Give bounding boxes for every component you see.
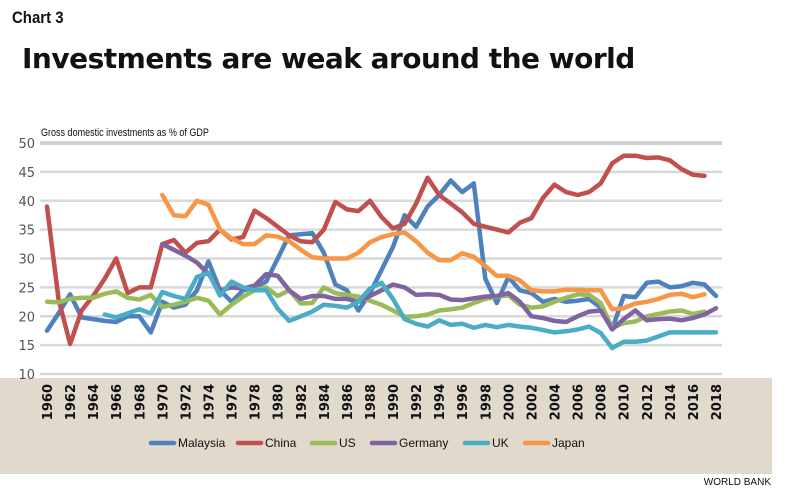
x-tick-label: 1990 xyxy=(387,384,402,420)
y-tick-label: 20 xyxy=(18,310,35,325)
series-lines xyxy=(44,153,719,351)
x-tick-label: 1996 xyxy=(456,384,471,420)
legend-label: US xyxy=(339,436,356,450)
legend-item-china: China xyxy=(235,436,297,450)
x-tick-label: 1970 xyxy=(156,384,171,420)
y-tick-label: 40 xyxy=(18,195,35,210)
series-line-germany xyxy=(160,241,719,332)
x-tick-label: 1976 xyxy=(226,384,241,420)
series-line-china xyxy=(44,153,707,347)
legend-label: China xyxy=(265,436,297,450)
y-tick-label: 30 xyxy=(18,253,35,268)
x-tick-label: 2018 xyxy=(710,384,725,420)
legend-item-germany: Germany xyxy=(369,436,448,450)
axis-legend-band xyxy=(0,378,772,474)
source-credit: WORLD BANK xyxy=(703,477,771,488)
x-tick-label: 1978 xyxy=(249,384,264,420)
x-tick-label: 1984 xyxy=(318,384,333,420)
x-tick-label: 1972 xyxy=(179,384,194,420)
x-tick-label: 2004 xyxy=(549,384,564,420)
x-tick-label: 1986 xyxy=(341,384,356,420)
x-tick-label: 1998 xyxy=(479,384,494,420)
x-tick-label: 2014 xyxy=(664,384,679,420)
x-tick-label: 1966 xyxy=(110,384,125,420)
x-tick-label: 1992 xyxy=(410,384,425,420)
x-tick-label: 2006 xyxy=(572,384,587,420)
y-axis-ticks: 10 15 20 25 30 35 40 45 50 xyxy=(18,137,35,383)
y-axis-label: Gross domestic investments as % of GDP xyxy=(41,127,209,139)
legend-label: Malaysia xyxy=(178,436,226,450)
legend-item-malaysia: Malaysia xyxy=(148,436,226,450)
y-tick-label: 50 xyxy=(18,137,35,152)
x-axis-ticks: 1960 1962 1964 1966 1968 1970 1972 1974 1976 1978… xyxy=(41,384,725,420)
x-tick-label: 1980 xyxy=(272,384,287,420)
series-line-uk xyxy=(102,270,719,351)
x-tick-label: 2016 xyxy=(687,384,702,420)
x-tick-label: 1994 xyxy=(433,384,448,420)
x-tick-label: 1988 xyxy=(364,384,379,420)
x-tick-label: 1968 xyxy=(133,384,148,420)
y-tick-label: 35 xyxy=(18,224,35,239)
y-tick-label: 45 xyxy=(18,166,35,181)
x-tick-label: 2010 xyxy=(618,384,633,420)
y-tick-label: 15 xyxy=(18,339,35,354)
series-line-japan xyxy=(160,192,707,312)
legend-label: Germany xyxy=(399,436,448,450)
x-tick-label: 1960 xyxy=(41,384,56,420)
y-tick-label: 25 xyxy=(18,281,35,296)
gridlines xyxy=(40,141,722,376)
x-tick-label: 2008 xyxy=(595,384,610,420)
x-tick-label: 1982 xyxy=(295,384,310,420)
legend-label: Japan xyxy=(552,436,585,450)
chart-title: Investments are weak around the world xyxy=(22,42,635,75)
x-tick-label: 1974 xyxy=(202,384,217,420)
x-tick-label: 2000 xyxy=(502,384,517,420)
x-tick-label: 2012 xyxy=(641,384,656,420)
legend-label: UK xyxy=(492,436,509,450)
y-tick-label: 10 xyxy=(18,368,35,383)
legend-item-uk: UK xyxy=(462,436,509,450)
x-tick-label: 2002 xyxy=(525,384,540,420)
legend-item-japan: Japan xyxy=(522,436,585,450)
x-tick-label: 1962 xyxy=(64,384,79,420)
chart-label: Chart 3 xyxy=(12,8,64,27)
legend-item-us: US xyxy=(309,436,356,450)
x-tick-label: 1964 xyxy=(87,384,102,420)
legend: Malaysia China US Germany UK Japan xyxy=(148,436,585,450)
